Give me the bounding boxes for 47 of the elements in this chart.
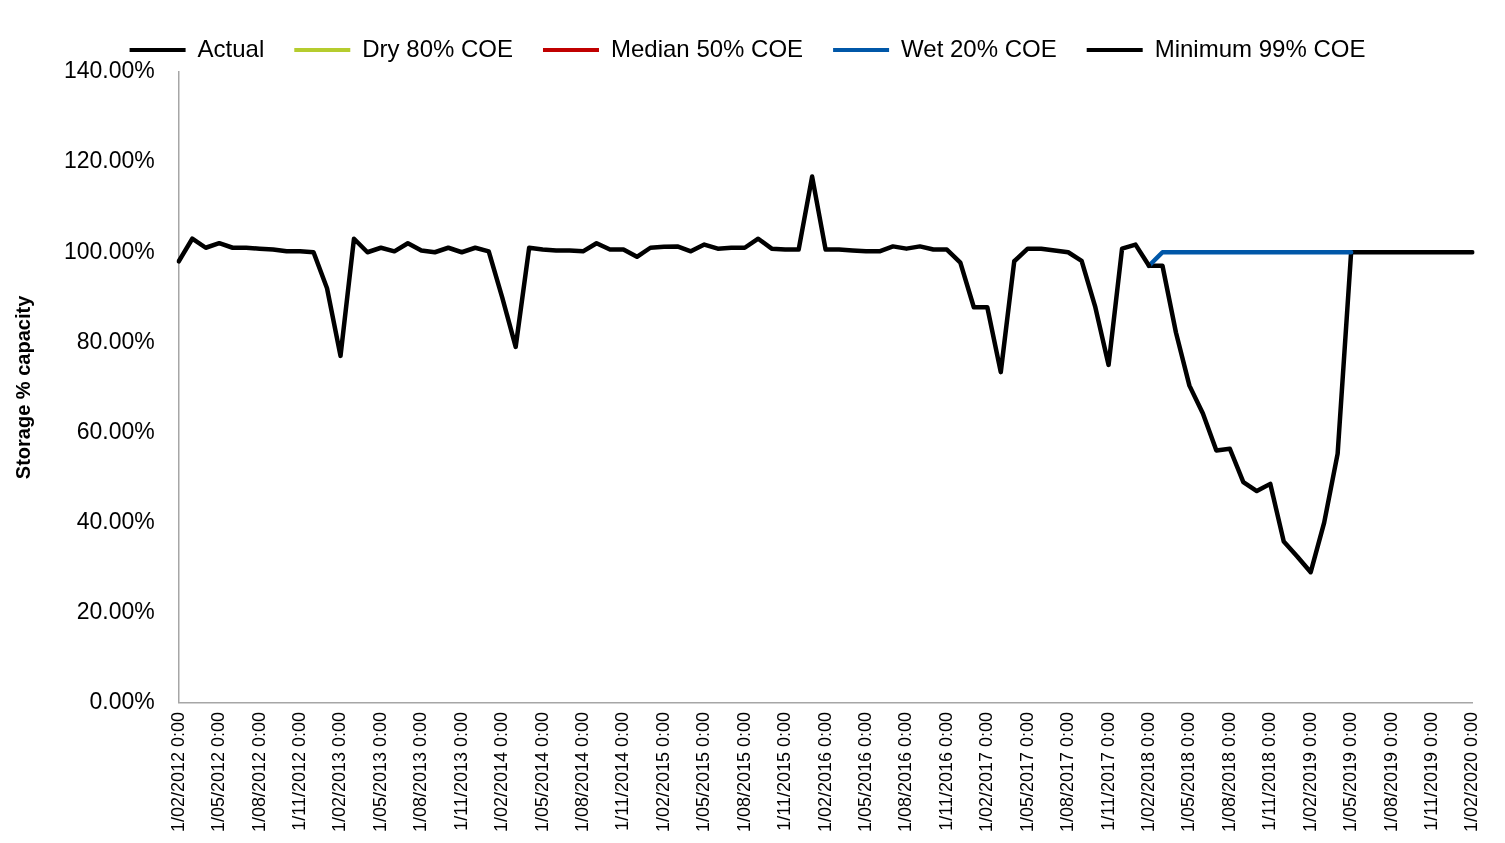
x-tick-label: 1/05/2019 0:00: [1340, 711, 1361, 833]
x-tick-label: 1/05/2015 0:00: [693, 711, 714, 833]
x-tick-label: 1/02/2015 0:00: [652, 711, 673, 833]
x-tick-label: 1/11/2012 0:00: [289, 711, 310, 831]
x-tick-label: 1/11/2019 0:00: [1420, 711, 1441, 831]
legend-label: Actual: [197, 34, 265, 62]
x-tick-label: 1/08/2014 0:00: [572, 711, 593, 833]
x-tick-label: 1/11/2013 0:00: [450, 711, 471, 831]
y-axis-title: Storage % capacity: [11, 294, 34, 480]
x-tick-label: 1/08/2016 0:00: [895, 711, 916, 833]
x-tick-label: 1/11/2017 0:00: [1097, 711, 1118, 831]
y-tick-label: 80.00%: [76, 327, 155, 354]
x-tick-label: 1/05/2016 0:00: [854, 711, 875, 833]
x-tick-label: 1/02/2012 0:00: [167, 711, 188, 833]
x-tick-label: 1/08/2015 0:00: [733, 711, 754, 833]
y-tick-label: 40.00%: [76, 507, 155, 534]
x-tick-label: 1/02/2017 0:00: [976, 711, 997, 833]
x-tick-label: 1/05/2018 0:00: [1178, 711, 1199, 833]
x-tick-label: 1/02/2018 0:00: [1137, 711, 1158, 833]
x-tick-label: 1/02/2019 0:00: [1299, 711, 1320, 833]
y-tick-label: 100.00%: [63, 237, 155, 264]
legend-label: Wet 20% COE: [901, 34, 1057, 62]
x-tick-label: 1/11/2015 0:00: [774, 711, 795, 831]
x-tick-label: 1/08/2013 0:00: [410, 711, 431, 833]
x-tick-label: 1/02/2014 0:00: [491, 711, 512, 833]
y-tick-label: 60.00%: [76, 417, 155, 444]
x-tick-label: 1/08/2012 0:00: [248, 711, 269, 833]
x-tick-label: 1/11/2014 0:00: [612, 711, 633, 831]
legend-label: Median 50% COE: [610, 34, 804, 62]
y-tick-label: 0.00%: [89, 688, 155, 715]
x-tick-label: 1/11/2016 0:00: [935, 711, 956, 831]
y-tick-label: 120.00%: [63, 147, 155, 174]
x-tick-label: 1/02/2013 0:00: [329, 711, 350, 833]
y-tick-label: 20.00%: [76, 598, 155, 625]
x-tick-label: 1/11/2018 0:00: [1259, 711, 1280, 831]
legend-label: Minimum 99% COE: [1154, 34, 1366, 62]
x-tick-label: 1/05/2014 0:00: [531, 711, 552, 833]
y-tick-label: 140.00%: [63, 57, 155, 84]
x-tick-label: 1/05/2012 0:00: [208, 711, 229, 833]
x-tick-label: 1/08/2017 0:00: [1057, 711, 1078, 833]
x-tick-label: 1/08/2018 0:00: [1218, 711, 1239, 833]
x-tick-label: 1/02/2020 0:00: [1461, 711, 1482, 833]
legend-label: Dry 80% COE: [362, 34, 513, 62]
x-tick-label: 1/02/2016 0:00: [814, 711, 835, 833]
x-tick-label: 1/05/2013 0:00: [369, 711, 390, 833]
x-tick-label: 1/05/2017 0:00: [1016, 711, 1037, 833]
x-tick-label: 1/08/2019 0:00: [1380, 711, 1401, 833]
